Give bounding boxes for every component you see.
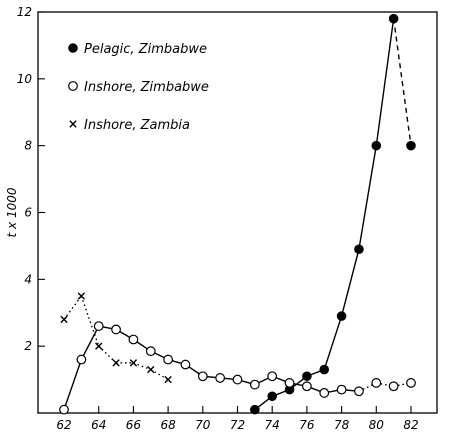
data-point-open — [406, 378, 416, 388]
data-point-open — [336, 384, 347, 395]
data-point-open — [145, 346, 156, 357]
data-point-open — [301, 381, 312, 392]
legend: Pelagic, Zimbabwe Inshore, Zimbabwe Inshor… — [68, 42, 209, 133]
plot-border — [37, 11, 438, 414]
data-point-filled — [267, 391, 277, 402]
series-line-segment — [63, 295, 82, 320]
series-layer — [59, 13, 416, 415]
data-point-open — [284, 378, 295, 388]
data-point-open — [215, 373, 226, 383]
y-tick-label: 6 — [24, 206, 32, 220]
data-point-cross — [129, 359, 138, 367]
data-point-open — [59, 404, 69, 415]
legend-label: Pelagic, Zimbabwe — [84, 42, 207, 57]
data-point-cross — [77, 292, 86, 300]
series-line-segment — [63, 359, 83, 410]
x-tick-label: 64 — [91, 418, 106, 432]
x-axis-ticks: 62 64 66 68 70 72 74 76 78 80 82 — [56, 406, 419, 432]
y-tick-label: 10 — [17, 72, 33, 86]
legend-label: Inshore, Zambia — [84, 118, 190, 133]
series-inshore-zambia — [60, 292, 172, 384]
y-tick-label: 2 — [24, 339, 32, 353]
data-point-open — [163, 354, 174, 365]
x-tick-label: 80 — [369, 418, 385, 432]
y-tick-label: 12 — [17, 5, 32, 19]
legend-item: Pelagic, Zimbabwe — [68, 42, 207, 57]
plot-frame — [37, 11, 438, 414]
series-line-segment — [133, 362, 152, 371]
x-tick-label: 82 — [403, 418, 418, 432]
y-axis-title: t x 1000 — [5, 187, 19, 237]
data-point-filled — [371, 140, 382, 151]
series-inshore-zimbabwe — [59, 321, 416, 415]
x-tick-label: 74 — [265, 418, 280, 432]
data-point-open — [267, 371, 278, 382]
legend-item: Inshore, Zambia — [69, 118, 190, 133]
data-point-open — [76, 354, 87, 365]
data-point-filled — [354, 244, 364, 255]
data-point-filled — [336, 311, 347, 321]
series-line-segment — [392, 18, 412, 146]
data-point-open — [197, 371, 208, 382]
data-point-cross — [112, 359, 120, 367]
x-tick-label: 68 — [160, 418, 176, 432]
data-point-filled — [406, 140, 416, 151]
data-point-open — [354, 386, 364, 397]
data-point-open — [68, 81, 78, 91]
x-tick-label: 72 — [230, 418, 245, 432]
data-point-filled — [250, 404, 260, 415]
data-point-open — [319, 388, 330, 398]
series-line-segment — [375, 18, 395, 146]
data-point-open — [111, 324, 121, 335]
legend-item: Inshore, Zimbabwe — [68, 80, 209, 95]
data-point-cross — [95, 342, 103, 350]
series-line-segment — [358, 382, 377, 392]
data-point-cross — [69, 120, 77, 128]
data-point-filled — [388, 13, 399, 24]
data-point-open — [249, 379, 260, 390]
y-tick-label: 8 — [24, 139, 32, 153]
x-tick-label: 66 — [126, 418, 142, 432]
data-point-open — [128, 334, 139, 345]
series-line-segment — [358, 145, 377, 250]
data-point-filled — [68, 43, 78, 53]
data-point-open — [180, 359, 191, 370]
series-line-segment — [80, 295, 100, 347]
y-tick-label: 4 — [24, 272, 32, 286]
data-point-cross — [60, 315, 68, 324]
series-line-segment — [323, 315, 343, 370]
data-point-open — [93, 321, 104, 332]
x-tick-label: 62 — [56, 418, 71, 432]
data-point-cross — [164, 375, 172, 384]
series-pelagic-zimbabwe — [250, 13, 416, 415]
data-point-open — [371, 378, 382, 388]
x-tick-label: 76 — [299, 418, 315, 432]
series-line-segment — [340, 249, 360, 317]
x-tick-label: 70 — [195, 418, 211, 432]
legend-label: Inshore, Zimbabwe — [84, 80, 209, 95]
data-point-cross — [147, 365, 155, 374]
series-line-segment — [80, 325, 100, 360]
data-point-filled — [302, 371, 312, 382]
data-point-filled — [319, 364, 330, 375]
data-point-open — [232, 374, 243, 385]
series-line-segment — [150, 368, 169, 381]
data-point-open — [388, 381, 399, 392]
x-tick-label: 78 — [334, 418, 350, 432]
y-axis-ticks: 2 4 6 8 10 12 — [17, 5, 45, 353]
